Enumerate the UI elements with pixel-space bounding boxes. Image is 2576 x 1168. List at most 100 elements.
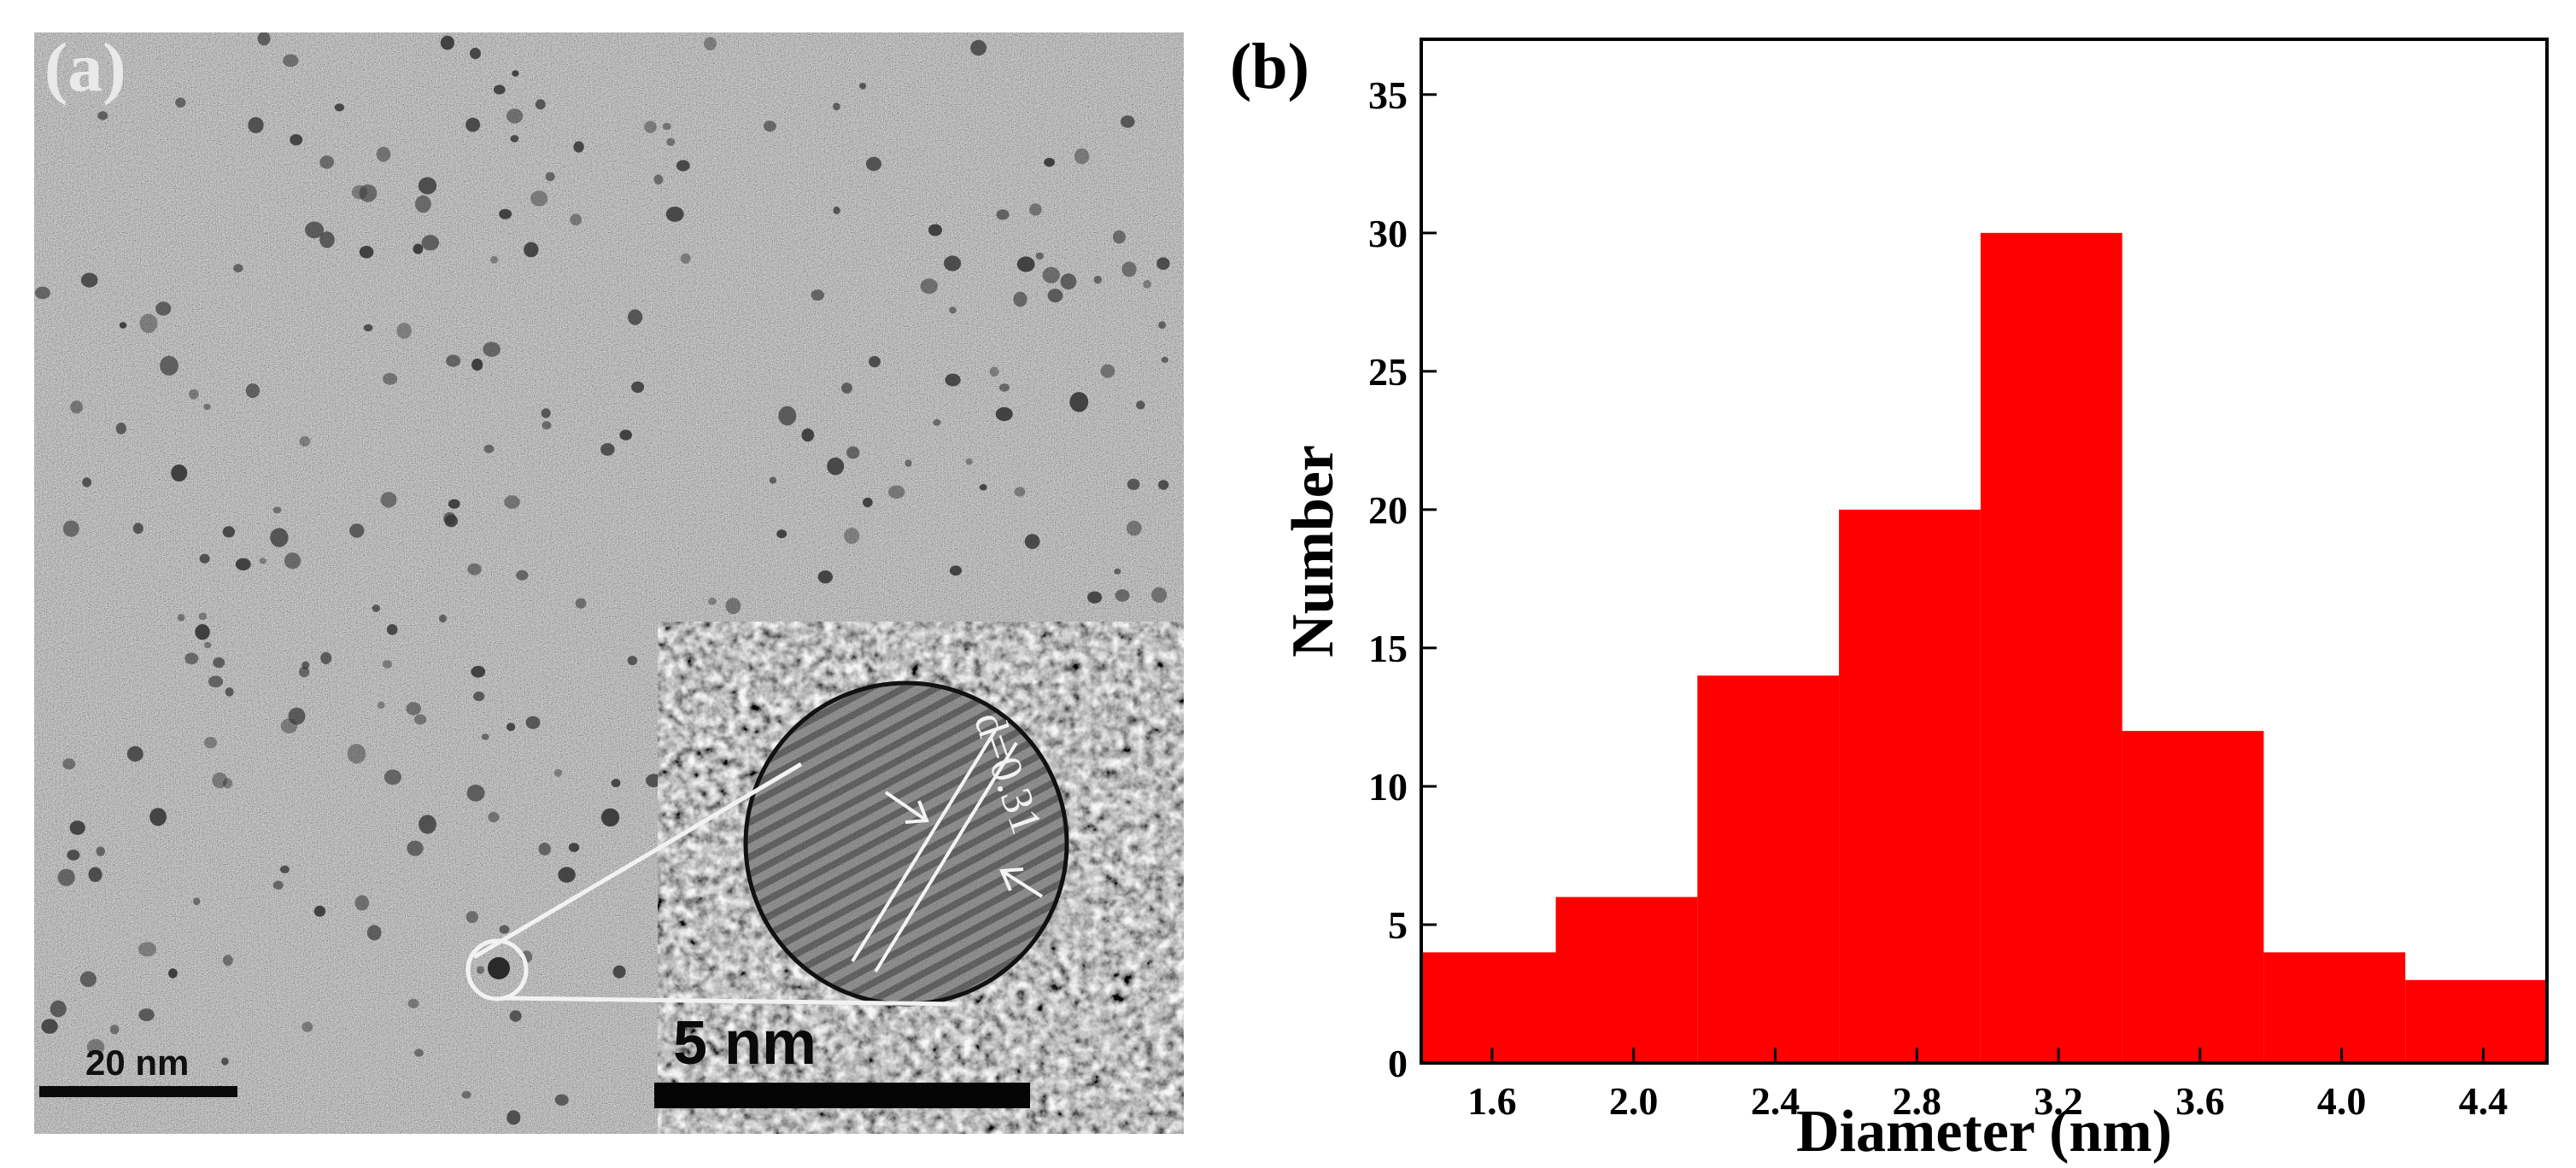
nanoparticle (509, 1010, 522, 1022)
nanoparticle (481, 733, 489, 740)
nanoparticle (1074, 148, 1090, 165)
nanoparticle (138, 1008, 155, 1022)
nanoparticle (708, 597, 717, 605)
nanoparticle (1029, 203, 1042, 216)
nanoparticle (222, 526, 236, 538)
nanoparticle (627, 656, 638, 666)
nanoparticle (466, 785, 485, 802)
nanoparticle (414, 1048, 424, 1057)
nanoparticle (413, 243, 424, 254)
nanoparticle (270, 528, 289, 547)
x-tick-label: 2.0 (1609, 1079, 1659, 1123)
nanoparticle (494, 85, 506, 95)
scale-bar-inset (654, 1083, 1030, 1108)
nanoparticle (421, 235, 440, 251)
nanoparticle (204, 641, 212, 649)
nanoparticle (440, 35, 454, 50)
nanoparticle (473, 692, 485, 702)
nanoparticle (446, 354, 461, 367)
nanoparticle (382, 660, 393, 669)
nanoparticle (222, 955, 233, 967)
nanoparticle (349, 523, 365, 538)
nanoparticle (235, 558, 251, 571)
nanoparticle (801, 428, 815, 442)
nanoparticle (1100, 364, 1115, 378)
nanoparticle (530, 190, 548, 207)
nanoparticle (483, 342, 501, 357)
nanoparticle (465, 117, 481, 132)
nanoparticle (525, 715, 541, 729)
nanoparticle (628, 309, 643, 325)
nanoparticle (184, 652, 199, 665)
nanoparticle (1115, 589, 1130, 602)
nanoparticle (126, 745, 143, 762)
nanoparticle (82, 477, 91, 488)
nanoparticle (776, 529, 787, 539)
histogram-bar (1421, 952, 1556, 1063)
nanoparticle (272, 506, 282, 514)
nanoparticle (1151, 587, 1168, 604)
nanoparticle (305, 221, 325, 239)
nanoparticle (79, 971, 97, 988)
nanoparticle (1069, 392, 1089, 412)
nanoparticle (35, 286, 50, 300)
nanoparticle (109, 1025, 120, 1035)
nanoparticle (817, 570, 833, 584)
selected-particle-circle (465, 938, 529, 1002)
x-tick-label: 2.8 (1893, 1079, 1942, 1123)
nanoparticle (662, 122, 671, 131)
nanoparticle (313, 905, 326, 917)
nanoparticle (177, 614, 185, 622)
nanoparticle (69, 821, 85, 835)
nanoparticle (488, 812, 500, 823)
nanoparticle (483, 444, 495, 453)
nanoparticle (1047, 289, 1063, 303)
nanoparticle (704, 37, 717, 50)
nanoparticle (995, 406, 1013, 422)
nanoparticle (257, 32, 271, 46)
nanoparticle (279, 865, 290, 873)
nanoparticle (989, 366, 999, 377)
nanoparticle (193, 897, 201, 906)
nanoparticle (204, 736, 217, 749)
nanoparticle (448, 499, 460, 509)
nanoparticle (920, 278, 939, 295)
histogram-panel: 1.6 2.0 2.4 2.8 3.2 3.6 4.0 4.4 0 5 10 15 20 25 30 35 D… (1213, 0, 2576, 1168)
y-tick-label: 5 (1388, 903, 1408, 947)
nanoparticle (1121, 261, 1137, 277)
nanoparticle (611, 779, 621, 788)
nanoparticle (471, 665, 486, 678)
nanoparticle (259, 558, 266, 564)
nanoparticle (415, 195, 431, 213)
nanoparticle (467, 563, 482, 575)
nanoparticle (928, 224, 942, 237)
nanoparticle (833, 206, 840, 214)
nanoparticle (680, 253, 691, 264)
tem-micrograph-image (34, 32, 1184, 1134)
nanoparticle (41, 1019, 58, 1034)
nanoparticle (380, 492, 397, 508)
x-tick-label: 2.4 (1751, 1079, 1800, 1123)
x-tick-label: 3.2 (2034, 1079, 2083, 1123)
nanoparticle (490, 255, 498, 264)
histogram-bar (2263, 952, 2406, 1063)
nanoparticle (288, 707, 306, 725)
nanoparticle (510, 135, 519, 143)
nanoparticle (97, 111, 108, 120)
nanoparticle (470, 48, 481, 60)
nanoparticle (198, 612, 208, 621)
nanoparticle (764, 120, 776, 132)
nanoparticle (222, 778, 233, 789)
histogram-bar (2122, 731, 2264, 1063)
nanoparticle (86, 1039, 105, 1055)
nanoparticle (538, 842, 551, 856)
nanoparticle (1013, 291, 1027, 307)
nanoparticle (171, 464, 188, 482)
nanoparticle (386, 624, 398, 635)
nanoparticle (1087, 591, 1103, 604)
nanoparticle (665, 207, 684, 222)
nanoparticle (407, 998, 419, 1008)
nanoparticle (96, 846, 105, 856)
nanoparticle (372, 604, 381, 612)
nanoparticle (299, 666, 310, 678)
